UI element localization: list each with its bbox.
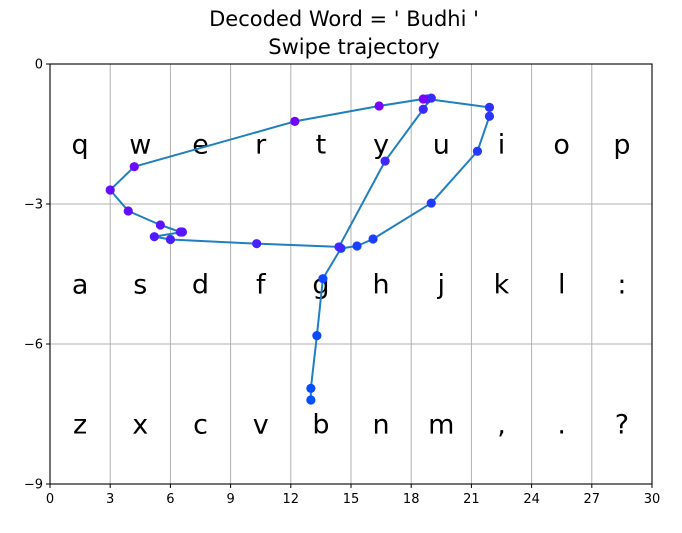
grid-lines (50, 64, 652, 484)
trajectory-point (318, 274, 328, 284)
x-tick-label: 30 (644, 492, 661, 507)
key-label: ? (615, 409, 629, 440)
trajectory-point (418, 94, 428, 104)
key-label: c (193, 409, 208, 440)
trajectory-point (418, 104, 428, 114)
trajectory-point (175, 227, 186, 237)
key-label: b (312, 409, 329, 440)
trajectory-point (426, 93, 436, 103)
trajectory-point (252, 239, 262, 249)
key-label: k (494, 269, 510, 300)
key-label: y (373, 129, 389, 160)
trajectory-point (312, 331, 322, 341)
y-tick-label: 0 (35, 58, 43, 73)
trajectory-line (109, 97, 491, 400)
key-label: , (497, 409, 506, 440)
key-label: r (255, 129, 267, 160)
chart-title: Decoded Word = ' Budhi ' (209, 7, 479, 31)
key-label: q (72, 129, 89, 160)
trajectory-point (368, 234, 378, 244)
key-label: : (617, 269, 626, 300)
key-label: l (558, 269, 566, 300)
key-label: t (316, 129, 327, 160)
chart-subtitle: Swipe trajectory (268, 35, 439, 59)
trajectory-point (352, 241, 362, 251)
key-label: z (73, 409, 87, 440)
key-label: w (129, 129, 151, 160)
x-tick-label: 6 (166, 492, 174, 507)
trajectory-point (306, 383, 316, 393)
key-label: u (433, 129, 450, 160)
axes: 0 3 6 9 12 15 18 21 24 27 30 0 −3 −6 −9 (24, 58, 660, 508)
trajectory-point (129, 162, 139, 172)
trajectory-point (380, 156, 390, 166)
trajectory-layer (105, 93, 495, 405)
key-label: p (613, 129, 630, 160)
keyboard-key-labels: q w e r t y u i o pa s d f g h j k l:z x c v b n m,.? (72, 129, 631, 440)
trajectory-point (374, 101, 384, 111)
key-label: d (192, 269, 209, 300)
key-label: s (133, 269, 147, 300)
trajectory-point (155, 220, 165, 230)
x-tick-label: 9 (226, 492, 234, 507)
x-tick-label: 21 (463, 492, 480, 507)
x-tick-label: 18 (403, 492, 420, 507)
trajectory-point (123, 206, 133, 216)
trajectory-point (334, 242, 344, 252)
x-tick-label: 0 (46, 492, 54, 507)
key-label: e (192, 129, 209, 160)
key-label: m (428, 409, 454, 440)
key-label: x (132, 409, 148, 440)
trajectory-point (306, 395, 316, 405)
trajectory-point (149, 232, 159, 242)
x-tick-label: 12 (283, 492, 300, 507)
key-label: j (437, 269, 446, 300)
trajectory-point (105, 185, 115, 195)
trajectory-point (426, 198, 436, 208)
key-label: v (253, 409, 269, 440)
key-label: a (72, 269, 89, 300)
trajectory-point (290, 116, 300, 126)
key-label: o (553, 129, 570, 160)
trajectory-point (165, 234, 175, 245)
x-tick-label: 15 (343, 492, 360, 507)
x-tick-label: 3 (106, 492, 114, 507)
trajectory-point (484, 102, 495, 112)
y-tick-label: −9 (24, 478, 43, 493)
key-label: h (373, 269, 390, 300)
x-tick-label: 24 (523, 492, 540, 507)
y-tick-label: −3 (24, 198, 43, 213)
y-tick-label: −6 (24, 338, 43, 353)
key-label: n (373, 409, 390, 440)
key-label: . (557, 409, 566, 440)
key-label: f (256, 269, 267, 300)
trajectory-point (484, 111, 495, 121)
x-tick-label: 27 (584, 492, 601, 507)
trajectory-point (472, 146, 483, 156)
key-label: i (498, 129, 506, 160)
